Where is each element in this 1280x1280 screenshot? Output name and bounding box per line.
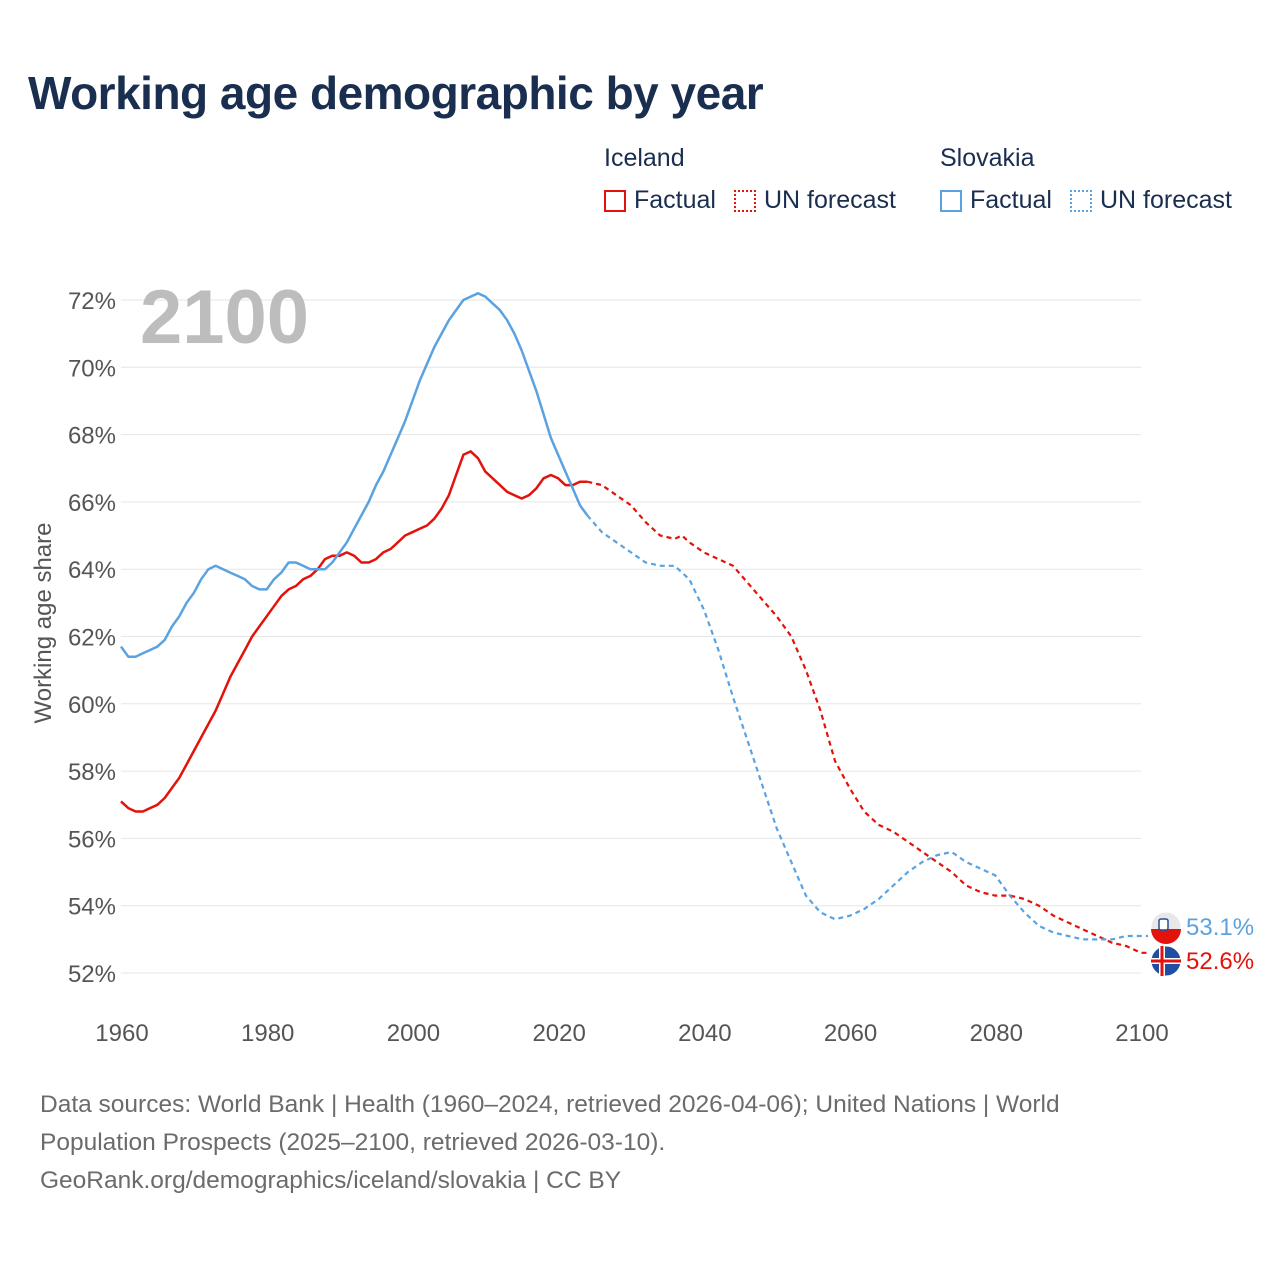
x-tick-label: 1960 bbox=[95, 1020, 148, 1047]
iceland-end-value-label: 52.6% bbox=[1186, 948, 1254, 975]
iceland-forecast-line bbox=[587, 480, 1148, 954]
legend-slovakia-forecast[interactable]: UN forecast bbox=[1069, 186, 1232, 215]
x-tick-label: 2060 bbox=[824, 1020, 877, 1047]
source-link[interactable]: GeoRank.org/demographics/iceland/slovaki… bbox=[40, 1167, 622, 1194]
flag-cross-h-red bbox=[1151, 959, 1181, 963]
y-tick-label: 56% bbox=[68, 826, 116, 853]
y-axis-label: Working age share bbox=[30, 523, 57, 724]
x-tick-label: 2100 bbox=[1115, 1020, 1168, 1047]
year-watermark: 2100 bbox=[140, 275, 309, 360]
legend-slovakia-name: Slovakia bbox=[940, 144, 1035, 172]
legend-label: UN forecast bbox=[1099, 186, 1232, 214]
y-tick-label: 68% bbox=[68, 423, 116, 450]
chart-title: Working age demographic by year bbox=[28, 67, 764, 119]
x-tick-label: 2000 bbox=[387, 1020, 440, 1047]
y-tick-label: 62% bbox=[68, 625, 116, 652]
slovakia-forecast-line bbox=[586, 514, 1148, 941]
legend-slovakia: Slovakia Factual UN forecast bbox=[940, 144, 1250, 215]
source-line: Population Prospects (2025–2100, retriev… bbox=[40, 1129, 666, 1156]
legend-swatch-dotted bbox=[1069, 189, 1092, 212]
legend-iceland-forecast[interactable]: UN forecast bbox=[733, 186, 896, 215]
legend-label: Factual bbox=[634, 186, 716, 214]
y-tick-label: 66% bbox=[68, 490, 116, 517]
legend-iceland-name: Iceland bbox=[604, 144, 685, 172]
flag-cross-v-red bbox=[1160, 946, 1164, 976]
iceland-factual-line bbox=[120, 450, 588, 813]
flag-stripe-red bbox=[1151, 929, 1181, 944]
legend-label: Factual bbox=[970, 186, 1052, 214]
data-sources-footer: Data sources: World Bank | Health (1960–… bbox=[40, 1086, 1180, 1200]
slovakia-factual-line bbox=[119, 292, 589, 658]
slovakia-end-value-label: 53.1% bbox=[1186, 914, 1254, 941]
source-line: Data sources: World Bank | Health (1960–… bbox=[40, 1091, 1060, 1118]
legend-iceland: Iceland Factual UN forecast bbox=[604, 144, 914, 215]
x-tick-label: 2080 bbox=[970, 1020, 1023, 1047]
y-tick-label: 58% bbox=[68, 759, 116, 786]
x-tick-label: 1980 bbox=[241, 1020, 294, 1047]
x-tick-label: 2040 bbox=[678, 1020, 731, 1047]
legend-swatch-dotted bbox=[733, 189, 756, 212]
y-tick-label: 60% bbox=[68, 692, 116, 719]
y-tick-label: 64% bbox=[68, 557, 116, 584]
legend-label: UN forecast bbox=[763, 186, 896, 214]
x-tick-label: 2020 bbox=[532, 1020, 585, 1047]
legend-slovakia-factual[interactable]: Factual bbox=[940, 186, 1052, 215]
y-tick-label: 52% bbox=[68, 961, 116, 988]
y-tick-label: 72% bbox=[68, 288, 116, 315]
y-tick-label: 70% bbox=[68, 355, 116, 382]
line-chart: 52% 54% 56% 58% 60% 62% 64% 66% 68% 70% 72% 1960 198… bbox=[30, 275, 1254, 1047]
y-tick-label: 54% bbox=[68, 894, 116, 921]
legend-swatch-solid bbox=[940, 189, 962, 212]
legend-iceland-factual[interactable]: Factual bbox=[604, 186, 716, 215]
legend-swatch-solid bbox=[604, 189, 626, 212]
flag-emblem bbox=[1158, 918, 1169, 931]
